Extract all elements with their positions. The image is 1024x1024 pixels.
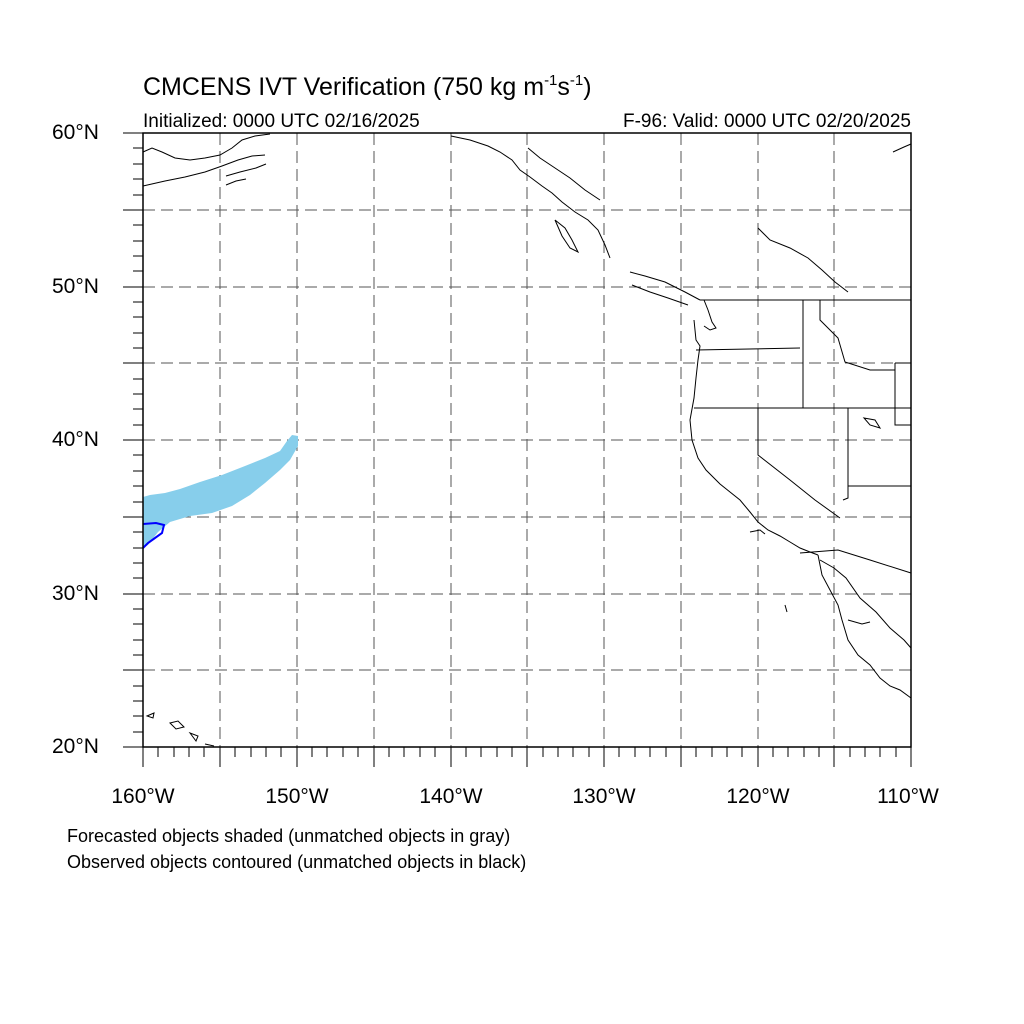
note-observed: Observed objects contoured (unmatched ob… xyxy=(67,852,527,872)
lon-label-120w: 120°W xyxy=(726,785,790,808)
lon-label-150w: 150°W xyxy=(265,785,329,808)
coastlines xyxy=(142,133,912,747)
lat-label-20n: 20°N xyxy=(52,735,99,758)
tick-marks xyxy=(123,132,912,767)
lat-label-30n: 30°N xyxy=(52,582,99,605)
lat-label-60n: 60°N xyxy=(52,121,99,144)
lat-label-40n: 40°N xyxy=(52,428,99,451)
initialized-label: Initialized: 0000 UTC 02/16/2025 xyxy=(143,111,420,132)
gridlines xyxy=(143,133,911,747)
lon-label-140w: 140°W xyxy=(419,785,483,808)
chart-title: CMCENS IVT Verification (750 kg m-1s-1) xyxy=(143,72,592,101)
lon-label-160w: 160°W xyxy=(111,785,175,808)
valid-time-label: F-96: Valid: 0000 UTC 02/20/2025 xyxy=(623,111,911,132)
lon-label-130w: 130°W xyxy=(572,785,636,808)
lat-label-50n: 50°N xyxy=(52,275,99,298)
lon-label-110w: 110°W xyxy=(877,785,939,808)
observed-contour xyxy=(142,521,166,549)
note-forecast: Forecasted objects shaded (unmatched obj… xyxy=(67,826,511,846)
forecast-object xyxy=(143,435,298,548)
